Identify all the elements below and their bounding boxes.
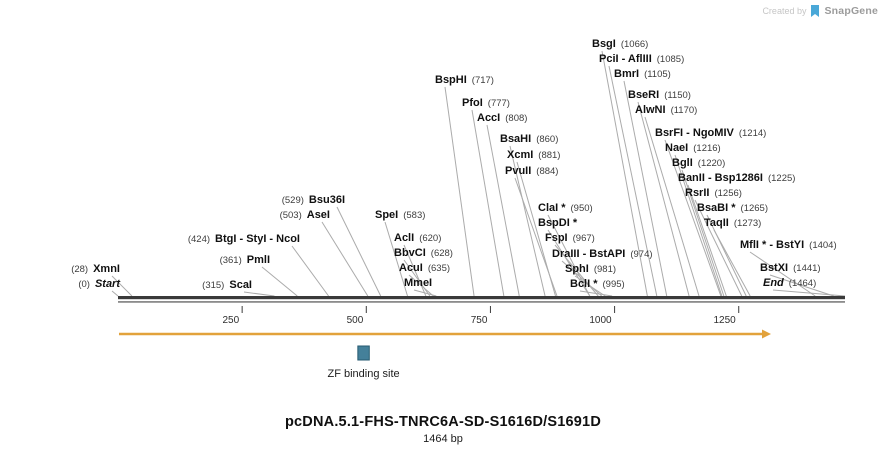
created-by-label: Created by [762, 6, 807, 16]
enzyme-label: AccI (808) [477, 112, 527, 124]
enzyme-label: (28) XmnI [71, 263, 120, 275]
enzyme-label: RsrII (1256) [685, 187, 742, 199]
leader-line [111, 290, 119, 297]
enzyme-label: MflI * - BstYI (1404) [740, 239, 837, 251]
enzyme-label: BsrFI - NgoMIV (1214) [655, 127, 766, 139]
enzyme-label: BspHI (717) [435, 74, 494, 86]
scale-tick-label: 1250 [713, 315, 736, 326]
enzyme-label: NaeI (1216) [665, 142, 721, 154]
enzyme-label: DraIII - BstAPI (974) [552, 248, 653, 260]
leader-line [384, 221, 408, 297]
enzyme-label: FspI (967) [545, 232, 595, 244]
enzyme-label: PvuII (884) [505, 165, 558, 177]
leader-line [644, 116, 700, 297]
dna-strand-bottom [118, 301, 845, 303]
snapgene-brand: SnapGene [824, 5, 878, 17]
leader-line [608, 65, 658, 297]
enzyme-label: BanII - Bsp1286I (1225) [678, 172, 795, 184]
leader-line [408, 274, 434, 297]
enzyme-label: TaqII (1273) [704, 217, 761, 229]
leader-line [514, 177, 558, 297]
leader-line [486, 124, 520, 297]
enzyme-label: SpeI (583) [375, 209, 425, 221]
enzyme-label: BspDI * [538, 217, 578, 229]
enzyme-label: (424) BtgI - StyI - NcoI [188, 233, 300, 245]
leader-line [681, 169, 725, 297]
binding-site-box [357, 345, 370, 361]
enzyme-label: BseRI (1150) [628, 89, 691, 101]
enzyme-label: (315) ScaI [202, 279, 252, 291]
enzyme-label: SphI (981) [565, 263, 616, 275]
leader-line [261, 266, 298, 297]
dna-strand-top [118, 296, 845, 300]
construct-length: 1464 bp [423, 433, 463, 445]
enzyme-label: PfoI (777) [462, 97, 510, 109]
leader-line [111, 275, 133, 297]
scale-tick-label: 250 [222, 315, 239, 326]
enzyme-label: BbvCI (628) [394, 247, 453, 259]
leader-line [444, 86, 475, 297]
map-caption: pcDNA.5.1-FHS-TNRC6A-SD-S1616D/S1691D 14… [0, 414, 886, 445]
leader-line [291, 245, 329, 297]
enzyme-label: BmrI (1105) [614, 68, 671, 80]
enzyme-label: AlwNI (1170) [635, 104, 697, 116]
enzyme-label: PciI - AflIII (1085) [599, 53, 684, 65]
leader-line [687, 184, 727, 297]
scale-tick-label: 750 [471, 315, 488, 326]
construct-name: pcDNA.5.1-FHS-TNRC6A-SD-S1616D/S1691D [284, 414, 601, 430]
leader-line [471, 109, 505, 297]
scale-tick-label: 1000 [589, 315, 612, 326]
leader-line [664, 139, 722, 297]
enzyme-label: BsgI (1066) [592, 38, 648, 50]
leader-line [706, 214, 747, 297]
leader-line [413, 289, 437, 297]
leader-line [336, 206, 382, 297]
leader-line [601, 50, 648, 297]
enzyme-label: AcuI (635) [399, 262, 450, 274]
enzyme-label: BglI (1220) [672, 157, 725, 169]
leader-line [509, 145, 546, 297]
enzyme-label: (0) Start [78, 278, 121, 290]
enzyme-label: End (1464) [763, 277, 816, 289]
enzyme-label: BstXI (1441) [760, 262, 821, 274]
enzyme-label: ClaI * (950) [538, 202, 593, 214]
watermark: Created by SnapGene [762, 5, 878, 17]
leader-line [574, 275, 606, 297]
binding-site-label: ZF binding site [327, 368, 399, 380]
enzyme-label: AclI (620) [394, 232, 441, 244]
leader-line [554, 244, 599, 297]
leader-line [547, 229, 591, 297]
leader-line [547, 214, 591, 297]
enzyme-label: BclI * (995) [570, 278, 625, 290]
leader-line [623, 80, 668, 297]
enzyme-label: BsaHI (860) [500, 133, 558, 145]
leader-line [561, 260, 603, 297]
leader-line [769, 274, 834, 297]
leader-line [243, 291, 275, 297]
enzyme-label: MmeI [404, 277, 432, 289]
enzyme-label: (529) Bsu36I [282, 194, 345, 206]
leader-line [674, 154, 723, 297]
leader-line [403, 259, 431, 297]
enzyme-label: XcmI (881) [507, 149, 560, 161]
leader-line [321, 221, 369, 297]
enzyme-label: (361) PmlI [220, 254, 270, 266]
scale-tick-label: 500 [347, 315, 364, 326]
feature-arrow-head [762, 329, 772, 339]
snapgene-logo-icon [811, 5, 820, 17]
enzyme-label: BsaBI * (1265) [697, 202, 768, 214]
enzyme-label: (503) AseI [280, 209, 330, 221]
leader-line [772, 289, 846, 297]
leader-line [637, 101, 690, 297]
leader-line [403, 244, 427, 297]
leader-line [713, 229, 751, 297]
leader-line [749, 251, 816, 297]
leader-line [579, 290, 613, 297]
leader-line [694, 199, 743, 297]
